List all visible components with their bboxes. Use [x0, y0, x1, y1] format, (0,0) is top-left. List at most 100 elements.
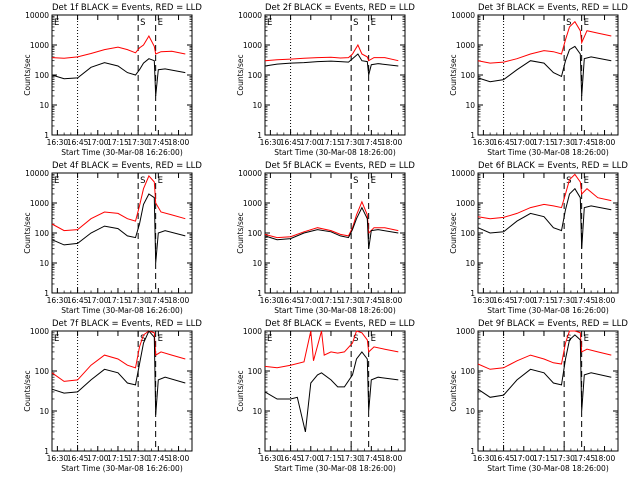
- x-tick-label: 16:45: [280, 138, 302, 147]
- event-marker-label: E: [158, 334, 163, 344]
- y-tick-label: 10: [252, 101, 262, 110]
- y-tick-label: 10000: [25, 11, 49, 20]
- y-tick-label: 1000: [243, 41, 262, 50]
- x-tick-label: 17:15: [320, 138, 342, 147]
- x-tick-label: 17:45: [148, 296, 170, 305]
- y-tick-label: 1000: [30, 41, 49, 50]
- x-tick-label: 17:30: [127, 138, 149, 147]
- x-tick-label: 18:00: [168, 138, 190, 147]
- y-tick-label: 100: [248, 71, 263, 80]
- event-marker-label: S: [140, 18, 145, 28]
- y-tick-label: 1000: [30, 327, 49, 336]
- x-tick-label: 17:30: [553, 296, 575, 305]
- x-tick-label: 16:30: [260, 138, 282, 147]
- series-line-red: [264, 43, 399, 62]
- y-tick-label: 1000: [456, 199, 475, 208]
- y-tick-label: 10: [39, 101, 49, 110]
- event-marker-label: E: [267, 18, 272, 28]
- x-tick-label: 17:45: [148, 454, 170, 463]
- y-tick-label: 10000: [451, 169, 475, 178]
- x-tick-label: 18:00: [594, 138, 616, 147]
- chart-title: Det 7f BLACK = Events, RED = LLD: [52, 319, 202, 329]
- y-tick-label: 10: [465, 259, 475, 268]
- x-tick-label: 18:00: [594, 454, 616, 463]
- x-tick-label: 17:15: [533, 454, 555, 463]
- x-tick-label: 17:15: [533, 296, 555, 305]
- y-axis-label: Counts/sec: [449, 212, 458, 253]
- y-tick-label: 1000: [243, 327, 262, 336]
- y-tick-label: 1: [44, 289, 49, 298]
- x-tick-label: 17:45: [361, 454, 383, 463]
- event-marker-label: S: [353, 176, 358, 186]
- chart-panel-3: Det 3f BLACK = Events, RED = LLD 1 10 100 10…: [449, 3, 628, 157]
- x-tick-label: 17:30: [127, 296, 149, 305]
- x-tick-label: 17:00: [513, 138, 535, 147]
- x-tick-label: 16:45: [493, 454, 515, 463]
- y-tick-label: 10: [39, 259, 49, 268]
- event-marker-label: S: [140, 176, 145, 186]
- x-tick-label: 17:15: [107, 138, 129, 147]
- event-marker-label: E: [267, 334, 272, 344]
- y-tick-label: 10: [252, 407, 262, 416]
- series-line-black: [477, 45, 612, 97]
- series-line-red: [264, 330, 399, 369]
- y-axis-label: Counts/sec: [449, 54, 458, 95]
- x-axis-label: Start Time (30-Mar-08 18:26:00): [487, 464, 609, 473]
- y-tick-label: 1: [470, 447, 475, 456]
- plot-frame: [51, 14, 193, 136]
- series-line-black: [264, 351, 399, 433]
- event-marker-label: E: [584, 176, 589, 186]
- x-axis-label: Start Time (30-Mar-08 18:26:00): [274, 148, 396, 157]
- event-marker-label: E: [584, 334, 589, 344]
- y-axis-label: Counts/sec: [23, 212, 32, 253]
- x-tick-label: 16:45: [67, 138, 89, 147]
- x-tick-label: 17:00: [300, 454, 322, 463]
- y-tick-label: 100: [35, 367, 50, 376]
- y-tick-label: 100: [248, 229, 263, 238]
- series-line-black: [264, 53, 399, 76]
- event-marker-label: E: [371, 18, 376, 28]
- series-line-black: [51, 330, 186, 415]
- y-tick-label: 1: [470, 289, 475, 298]
- y-axis-label: Counts/sec: [449, 370, 458, 411]
- y-axis-label: Counts/sec: [236, 54, 245, 95]
- event-marker-label: E: [158, 176, 163, 186]
- y-axis-label: Counts/sec: [23, 54, 32, 95]
- x-tick-label: 16:30: [473, 454, 495, 463]
- x-tick-label: 17:30: [127, 454, 149, 463]
- y-axis-label: Counts/sec: [236, 212, 245, 253]
- series-line-black: [264, 206, 399, 249]
- x-tick-label: 16:30: [47, 296, 69, 305]
- x-tick-label: 16:30: [260, 454, 282, 463]
- x-tick-label: 16:45: [280, 296, 302, 305]
- y-tick-label: 1: [257, 447, 262, 456]
- chart-title: Det 1f BLACK = Events, RED = LLD: [52, 3, 202, 13]
- y-tick-label: 100: [248, 367, 263, 376]
- series-line-red: [477, 20, 612, 64]
- x-tick-label: 18:00: [381, 138, 403, 147]
- event-marker-label: S: [353, 18, 358, 28]
- x-tick-label: 17:00: [300, 296, 322, 305]
- x-tick-label: 18:00: [168, 454, 190, 463]
- x-tick-label: 17:00: [513, 454, 535, 463]
- y-tick-label: 1000: [456, 327, 475, 336]
- chart-title: Det 4f BLACK = Events, RED = LLD: [52, 161, 202, 171]
- chart-title: Det 3f BLACK = Events, RED = LLD: [478, 3, 628, 13]
- y-tick-label: 10: [465, 101, 475, 110]
- x-tick-label: 17:15: [320, 454, 342, 463]
- chart-panel-1: Det 1f BLACK = Events, RED = LLD 1 10 100 10…: [23, 3, 202, 157]
- y-tick-label: 100: [461, 229, 476, 238]
- x-tick-label: 17:00: [513, 296, 535, 305]
- series-line-red: [51, 34, 186, 59]
- event-marker-label: E: [371, 334, 376, 344]
- x-axis-label: Start Time (30-Mar-08 16:26:00): [487, 306, 609, 315]
- x-tick-label: 17:00: [87, 454, 109, 463]
- x-tick-label: 18:00: [381, 296, 403, 305]
- x-tick-label: 16:30: [473, 296, 495, 305]
- y-tick-label: 1: [44, 131, 49, 140]
- y-tick-label: 1: [470, 131, 475, 140]
- x-axis-label: Start Time (30-Mar-08 16:26:00): [61, 148, 183, 157]
- y-tick-label: 10000: [238, 11, 262, 20]
- x-tick-label: 17:00: [87, 138, 109, 147]
